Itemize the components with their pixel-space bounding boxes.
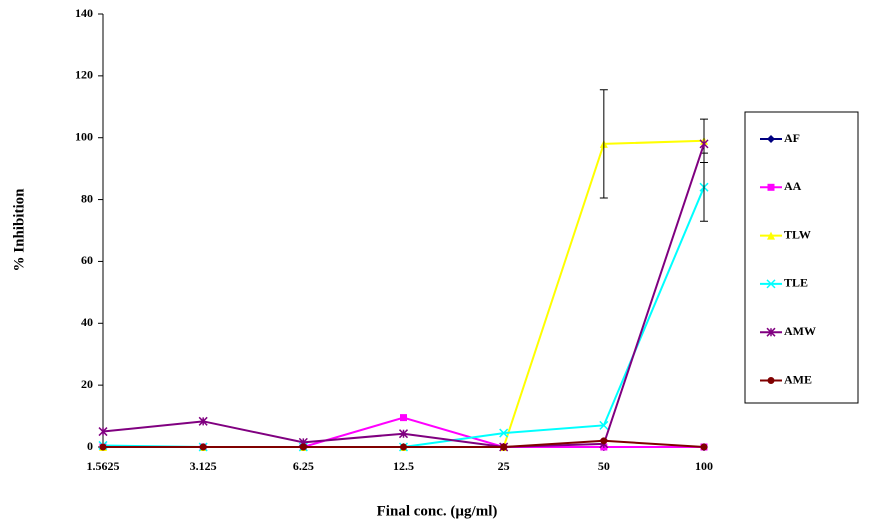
x-tick-label: 50 [598, 459, 610, 473]
legend-label: AF [784, 131, 800, 145]
series-line [102, 186, 705, 448]
marker [199, 443, 207, 451]
marker [299, 443, 307, 451]
marker [398, 429, 409, 439]
marker [198, 416, 208, 426]
x-tick-label: 12.5 [393, 459, 414, 473]
error-bar [599, 89, 608, 199]
y-tick-label: 40 [81, 315, 93, 329]
y-tick-label: 60 [81, 253, 93, 267]
marker [99, 443, 107, 451]
marker [699, 139, 709, 149]
marker [400, 414, 407, 422]
x-tick-label: 25 [498, 459, 510, 473]
x-tick-label: 6.25 [293, 459, 314, 473]
legend-box [744, 111, 859, 404]
y-tick-label: 0 [87, 439, 93, 453]
marker [500, 443, 508, 451]
marker [766, 327, 776, 337]
marker [766, 279, 776, 289]
marker [767, 183, 775, 191]
marker [98, 427, 108, 437]
x-tick-label: 100 [695, 459, 713, 473]
marker [400, 443, 407, 451]
marker [700, 443, 708, 451]
marker [499, 428, 509, 438]
legend-label: AME [784, 372, 812, 386]
x-tick-label: 3.125 [190, 459, 217, 473]
y-tick-label: 20 [81, 377, 93, 391]
legend-label: TLW [784, 227, 811, 241]
marker [767, 231, 775, 240]
y-tick-label: 140 [75, 6, 93, 20]
legend-label: TLE [784, 276, 808, 290]
legend-label: AA [784, 179, 802, 193]
x-axis-label: Final conc. (µg/ml) [377, 503, 498, 519]
marker [767, 135, 775, 143]
marker [600, 437, 608, 445]
y-axis-label: % Inhibition [11, 188, 27, 272]
legend-label: AMW [784, 324, 816, 338]
y-tick-label: 100 [75, 129, 93, 143]
y-tick-label: 80 [81, 191, 93, 205]
marker [767, 377, 775, 384]
marker [599, 420, 609, 430]
error-bar [700, 152, 708, 222]
y-tick-label: 120 [75, 68, 93, 82]
x-tick-label: 1.5625 [87, 459, 120, 473]
